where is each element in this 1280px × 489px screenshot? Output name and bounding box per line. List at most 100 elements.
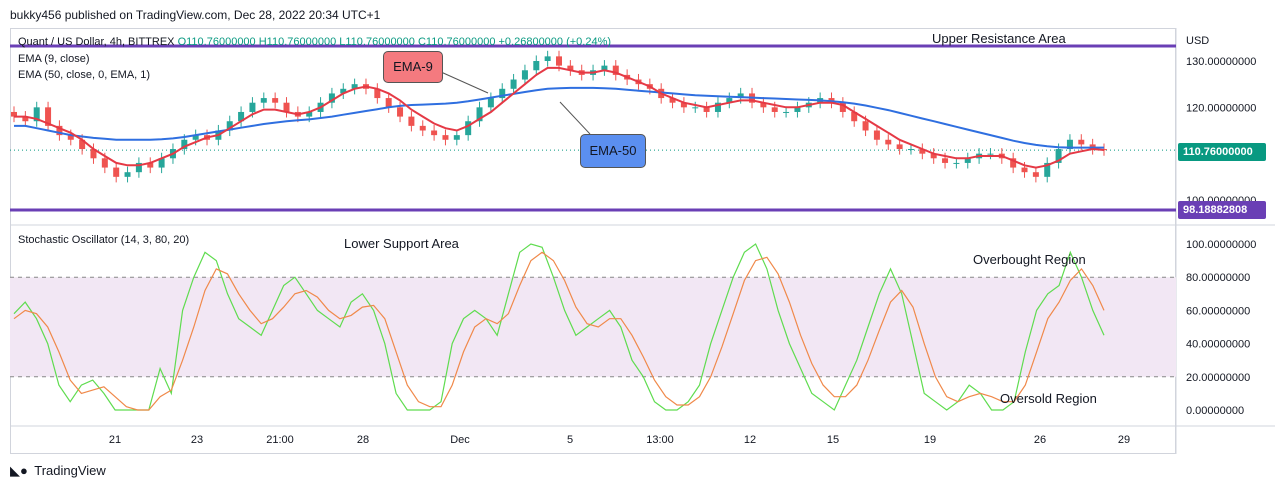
candle-body — [567, 65, 574, 71]
ema50-callout[interactable]: EMA-50 — [580, 134, 646, 168]
candle-body — [1078, 139, 1085, 145]
publisher-header: bukky456 published on TradingView.com, D… — [10, 8, 381, 22]
stoch-band — [10, 277, 1176, 377]
candle-body — [101, 158, 108, 168]
ema50-callout-pointer — [559, 101, 591, 135]
candle-body — [601, 65, 608, 71]
candle-body — [873, 130, 880, 140]
candle-body — [113, 167, 120, 177]
candle-body — [726, 98, 733, 103]
time-tick-label: 19 — [924, 434, 936, 446]
candle-body — [692, 107, 699, 109]
candle-body — [907, 149, 914, 151]
currency-label: USD — [1186, 35, 1209, 47]
candle-body — [465, 121, 472, 136]
candle-body — [556, 56, 562, 66]
stoch-tick-label: 100.00000000 — [1186, 239, 1256, 251]
time-tick-label: 29 — [1118, 434, 1130, 446]
candle-body — [328, 93, 335, 103]
candle-body — [249, 102, 256, 112]
time-tick-label: 21 — [109, 434, 121, 446]
candle-body — [1010, 158, 1017, 168]
last-price-tag: 110.76000000 — [1178, 143, 1266, 161]
stoch-tick-label: 40.00000000 — [1186, 339, 1250, 351]
candle-body — [385, 98, 392, 108]
stoch-tick-label: 60.00000000 — [1186, 305, 1250, 317]
candle-body — [771, 107, 778, 112]
candle-body — [510, 79, 517, 89]
time-tick-label: 26 — [1034, 434, 1046, 446]
candle-body — [431, 130, 438, 136]
candle-body — [419, 125, 426, 131]
candle-body — [135, 162, 142, 173]
tv-logo-icon: ◣● — [10, 463, 28, 478]
candle-body — [919, 149, 926, 154]
stoch-tick-label: 80.00000000 — [1186, 272, 1250, 284]
legend-stochastic[interactable]: Stochastic Oscillator (14, 3, 80, 20) — [18, 234, 190, 246]
ema50-line — [14, 86, 1104, 149]
candle-body — [612, 65, 619, 75]
candle-body — [374, 88, 381, 99]
candle-body — [680, 102, 687, 108]
candle-body — [283, 102, 290, 112]
legend-ema9[interactable]: EMA (9, close) — [18, 53, 90, 65]
legend-symbol: Quant / US Dollar, 4h, BITTREX — [18, 36, 175, 48]
candle-body — [930, 153, 937, 159]
candle-body — [238, 111, 245, 122]
candle-body — [953, 162, 960, 164]
lower-support-label: Lower Support Area — [344, 236, 459, 251]
candle-body — [794, 107, 801, 112]
time-tick-label: 21:00 — [266, 434, 294, 446]
time-tick-label: 13:00 — [646, 434, 674, 446]
candle-body — [487, 98, 494, 108]
candle-body — [45, 107, 52, 126]
time-tick-label: 23 — [191, 434, 203, 446]
candle-body — [521, 70, 528, 80]
time-tick-label: 15 — [827, 434, 839, 446]
candle-body — [272, 98, 279, 103]
legend-ema50[interactable]: EMA (50, close, 0, EMA, 1) — [18, 69, 151, 81]
time-tick-label: 28 — [357, 434, 369, 446]
stoch-k-line — [13, 243, 1105, 411]
candle-body — [56, 125, 63, 136]
candle-body — [885, 139, 892, 145]
candle-body — [79, 139, 86, 150]
candle-body — [737, 93, 744, 99]
ema9-callout[interactable]: EMA-9 — [383, 51, 443, 83]
stoch-tick-label: 20.00000000 — [1186, 372, 1250, 384]
candle-body — [397, 107, 404, 117]
footer-brand[interactable]: ◣● TradingView — [10, 463, 106, 479]
candle-body — [987, 153, 994, 155]
candle-body — [22, 116, 29, 122]
price-tick-label: 130.00000000 — [1186, 56, 1256, 68]
candle-body — [862, 121, 869, 131]
candle-body — [340, 88, 347, 94]
time-tick-label: 5 — [567, 434, 573, 446]
overbought-label: Overbought Region — [973, 252, 1086, 267]
candle-body — [67, 135, 74, 140]
candle-body — [1066, 139, 1073, 150]
oversold-label: Oversold Region — [1000, 391, 1097, 406]
candle-body — [408, 116, 415, 126]
candle-body — [147, 162, 154, 168]
candle-body — [1032, 172, 1039, 177]
candle-body — [760, 102, 767, 108]
stoch-tick-label: 0.00000000 — [1186, 405, 1244, 417]
candle-body — [33, 107, 40, 122]
candle-body — [839, 102, 846, 112]
candle-body — [306, 111, 313, 117]
candle-body — [453, 135, 460, 140]
ema9-callout-pointer — [440, 71, 489, 94]
price-tick-label: 120.00000000 — [1186, 102, 1256, 114]
legend-symbol-row: Quant / US Dollar, 4h, BITTREX O110.7600… — [18, 36, 611, 48]
candle-body — [499, 88, 506, 99]
candle-body — [1055, 149, 1062, 163]
candle-body — [964, 158, 971, 163]
time-tick-label: 12 — [744, 434, 756, 446]
stoch-d-line — [13, 251, 1105, 411]
upper-resistance-label: Upper Resistance Area — [932, 31, 1066, 46]
time-tick-label: Dec — [450, 434, 470, 446]
footer-brand-text: TradingView — [34, 463, 106, 478]
candle-body — [703, 107, 710, 112]
